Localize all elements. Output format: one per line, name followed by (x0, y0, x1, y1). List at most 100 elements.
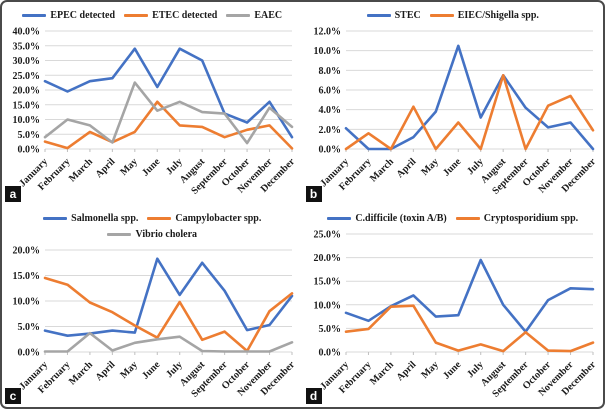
y-tick-label: 0.0% (318, 145, 341, 156)
legend-panel-b: STEC EIEC/Shigella spp. (303, 7, 604, 23)
x-tick-label: June (441, 358, 464, 381)
line-chart-panel-c: 0.0%5.0%10.0%15.0%20.0%JanuaryFebruaryMa… (13, 245, 298, 399)
x-tick-label: June (140, 358, 163, 381)
x-tick-label: May (419, 359, 441, 381)
legend-swatch (43, 216, 68, 220)
y-tick-label: 10.0% (13, 296, 41, 307)
legend-item: Campylobacter spp. (147, 211, 261, 226)
legend-swatch (124, 14, 149, 17)
series-line (344, 44, 594, 151)
legend-label: Cryptosporidium spp. (483, 212, 579, 224)
legend-swatch (147, 216, 172, 220)
panel-d-cdifficile-crypto-chart: C.difficile (toxin A/B) Cryptosporidium s… (303, 205, 604, 408)
legend-item: EAEC (226, 8, 282, 23)
legend-label: Salmonella spp. (71, 212, 139, 224)
y-tick-label: 5.0% (18, 130, 41, 141)
y-tick-label: 40.0% (13, 27, 41, 38)
x-tick-label: March (367, 156, 395, 184)
legend-item: ETEC detected (124, 8, 217, 23)
y-tick-label: 10.0% (313, 300, 341, 311)
series-line (43, 100, 294, 150)
panel-a-ecoli-pathotypes-chart: EPEC detected ETEC detected EAEC 0.0% 5.0% 1… (2, 2, 303, 205)
legend-label: EAEC (254, 10, 283, 21)
x-tick-label: June (140, 156, 163, 179)
line-chart-panel-a: 0.0% 5.0% 10.0% 15.0% 20.0% 25.0% 30.0% 35.0% 40… (13, 27, 298, 197)
y-tick-label: 12.0% (313, 27, 341, 38)
panel-badge-c: c (5, 388, 21, 404)
legend-label: C.difficile (toxin A/B) (355, 212, 447, 224)
line-chart-panel-b: 0.0%2.0%4.0%6.0%8.0%10.0%12.0%JanuaryFeb… (313, 27, 598, 197)
legend-panel-d: C.difficile (toxin A/B) Cryptosporidium s… (303, 210, 604, 226)
series-line (344, 303, 594, 352)
legend-label: EIEC/Shigella spp. (457, 10, 539, 21)
x-tick-label: April (94, 156, 118, 180)
y-tick-label: 35.0% (13, 41, 41, 52)
series-line (43, 256, 294, 337)
y-tick-label: 15.0% (313, 276, 341, 287)
legend-swatch (455, 216, 480, 220)
legend-item: Salmonella spp. (43, 211, 138, 226)
line-chart-panel-d: 0.0%5.0%10.0%15.0%20.0%25.0%JanuaryFebru… (313, 229, 598, 399)
series-line (43, 276, 294, 352)
y-tick-label: 6.0% (318, 86, 341, 97)
x-tick-label: May (118, 156, 140, 178)
legend-label: EPEC detected (50, 10, 116, 21)
panel-badge-b: b (305, 185, 322, 202)
legend-label: Vibrio cholera (135, 228, 198, 240)
y-tick-label: 4.0% (318, 105, 341, 116)
y-tick-label: 0.0% (18, 347, 41, 358)
y-tick-label: 25.0% (313, 229, 341, 240)
series-line (43, 47, 294, 139)
legend-swatch (107, 232, 132, 236)
y-tick-label: 20.0% (13, 86, 41, 97)
x-tick-label: March (67, 359, 95, 387)
y-tick-label: 25.0% (13, 71, 41, 82)
panel-badge-d: d (305, 388, 322, 404)
legend-item: STEC (366, 8, 421, 23)
x-tick-label: April (394, 359, 418, 383)
series-line (43, 81, 294, 145)
legend-swatch (327, 216, 352, 220)
legend-swatch (429, 14, 454, 17)
y-tick-label: 30.0% (13, 56, 41, 67)
panel-badge-a: a (5, 185, 21, 202)
series-line (344, 258, 594, 333)
y-tick-label: 8.0% (318, 66, 341, 77)
legend-item: C.difficile (toxin A/B) (327, 211, 447, 226)
y-tick-label: 15.0% (13, 271, 41, 282)
legend-label: STEC (394, 10, 421, 21)
legend-swatch (366, 14, 391, 17)
y-tick-label: 2.0% (318, 125, 341, 136)
x-tick-label: May (118, 359, 140, 381)
legend-panel-a: EPEC detected ETEC detected EAEC (2, 7, 303, 23)
legend-panel-c: Salmonella spp. Campylobacter spp. Vibrio … (2, 210, 303, 242)
x-tick-label: March (67, 156, 95, 184)
x-tick-label: April (94, 359, 118, 383)
legend-swatch (226, 14, 251, 17)
legend-item: EIEC/Shigella spp. (429, 8, 539, 23)
series-line (43, 331, 294, 353)
x-tick-label: May (419, 156, 441, 178)
legend-label: Campylobacter spp. (175, 212, 262, 224)
y-tick-label: 20.0% (13, 245, 41, 256)
y-tick-label: 0.0% (18, 145, 41, 156)
x-tick-label: March (367, 359, 395, 387)
y-tick-label: 0.0% (318, 347, 341, 358)
y-tick-label: 5.0% (318, 323, 341, 334)
panel-b-stec-eiec-chart: STEC EIEC/Shigella spp. 0.0% 2.0% 4.0% 6.0% 8… (303, 2, 604, 205)
y-tick-label: 15.0% (13, 100, 41, 111)
legend-swatch (22, 14, 47, 17)
x-tick-label: April (394, 156, 418, 180)
y-tick-label: 10.0% (13, 115, 41, 126)
legend-item: Vibrio cholera (107, 227, 197, 242)
y-tick-label: 20.0% (313, 253, 341, 264)
legend-item: EPEC detected (22, 8, 115, 23)
legend-item: Cryptosporidium spp. (455, 211, 579, 226)
panel-c-bacterial-pathogens-chart: Salmonella spp. Campylobacter spp. Vibrio … (2, 205, 303, 408)
y-tick-label: 5.0% (18, 322, 41, 333)
y-tick-label: 10.0% (313, 46, 341, 57)
x-tick-label: June (441, 156, 464, 179)
legend-label: ETEC detected (152, 10, 218, 21)
series-line (344, 73, 594, 151)
